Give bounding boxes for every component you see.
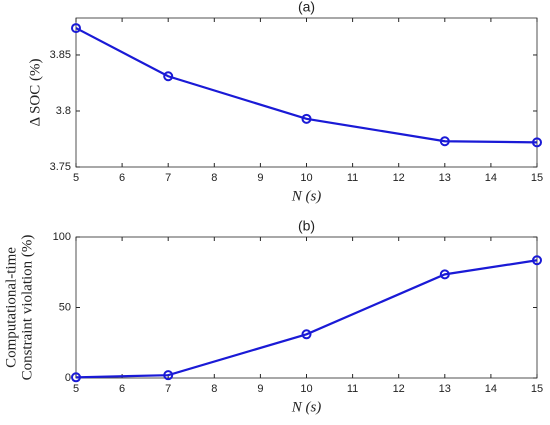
marker	[71, 23, 81, 34]
x-tick-label: 9	[257, 383, 263, 395]
y-axis-label: Computational-time	[3, 247, 19, 368]
marker	[71, 372, 81, 383]
marker	[532, 137, 542, 148]
x-tick-label: 8	[211, 172, 217, 184]
marker	[301, 329, 312, 340]
y-tick-label: 3.8	[56, 105, 71, 117]
x-axis-label: N (s)	[291, 188, 322, 204]
y-axis-label: Constraint violation (%)	[19, 235, 35, 381]
x-tick-label: 13	[439, 383, 451, 395]
chart-title: (b)	[298, 218, 315, 234]
plot-area	[75, 236, 538, 379]
y-tick-label: 0	[65, 372, 71, 384]
data-line	[75, 27, 538, 144]
x-tick-label: 14	[485, 172, 497, 184]
x-tick-label: 9	[257, 172, 263, 184]
marker	[532, 255, 542, 266]
y-tick-label: 50	[59, 301, 71, 313]
x-tick-label: 6	[119, 172, 125, 184]
y-axis-label: Δ SOC (%)	[27, 59, 43, 127]
y-tick-label: 3.75	[50, 161, 71, 173]
x-tick-label: 15	[531, 383, 543, 395]
x-tick-label: 5	[73, 383, 79, 395]
x-tick-label: 7	[165, 172, 171, 184]
marker	[301, 113, 312, 124]
data-line	[75, 259, 538, 379]
x-tick-label: 12	[393, 172, 405, 184]
x-tick-label: 6	[119, 383, 125, 395]
x-tick-label: 10	[300, 172, 312, 184]
x-axis-label: N (s)	[291, 399, 322, 415]
marker	[163, 71, 174, 82]
x-tick-label: 8	[211, 383, 217, 395]
marker	[439, 136, 450, 147]
marker	[163, 370, 174, 381]
x-tick-label: 12	[393, 383, 405, 395]
marker	[439, 269, 450, 280]
x-tick-label: 11	[347, 383, 358, 395]
y-tick-label: 100	[53, 231, 71, 243]
x-tick-label: 14	[485, 383, 497, 395]
y-tick-label: 3.85	[50, 49, 71, 61]
x-tick-label: 15	[531, 172, 543, 184]
x-tick-label: 10	[300, 383, 312, 395]
x-tick-label: 5	[73, 172, 79, 184]
x-tick-label: 13	[439, 172, 451, 184]
x-tick-label: 7	[165, 383, 171, 395]
chart-title: (a)	[298, 0, 315, 15]
x-tick-label: 11	[347, 172, 358, 184]
plot-area	[75, 17, 538, 168]
